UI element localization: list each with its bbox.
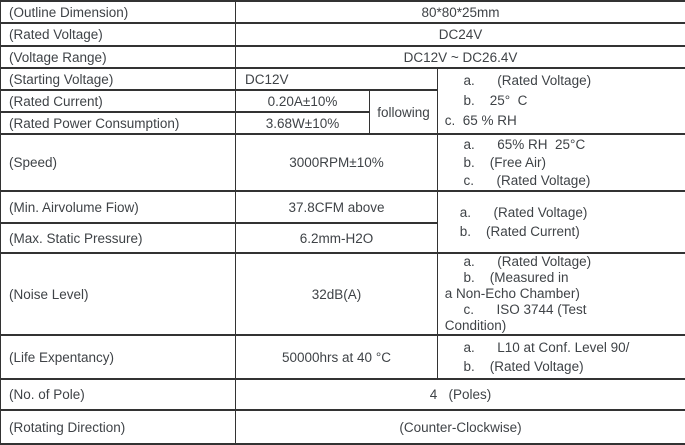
row-no-of-pole: (No. of Pole) 4 (Poles): [1, 379, 685, 410]
value-rated-voltage: DC24V: [236, 23, 685, 46]
notes-electrical-conditions: a. (Rated Voltage) b. 25° C c. 65 % RH: [438, 68, 685, 134]
row-rated-voltage: (Rated Voltage) DC24V: [1, 23, 685, 46]
notes-speed-conditions: a. 65% RH 25°C b. (Free Air) c. (Rated V…: [438, 134, 685, 191]
row-speed: (Speed) 3000RPM±10% a. 65% RH 25°C b. (F…: [1, 134, 685, 191]
value-max-static-pressure: 6.2mm-H2O: [236, 223, 438, 253]
label-no-of-pole: (No. of Pole): [1, 379, 236, 410]
row-noise-level: (Noise Level) 32dB(A) a. (Rated Voltage)…: [1, 253, 685, 335]
label-noise-level: (Noise Level): [1, 253, 236, 335]
value-speed: 3000RPM±10%: [236, 134, 438, 191]
value-noise-level: 32dB(A): [236, 253, 438, 335]
row-life-expectancy: (Life Expentancy) 50000hrs at 40 °C a. L…: [1, 335, 685, 379]
label-starting-voltage: (Starting Voltage): [1, 68, 236, 90]
row-outline-dimension: (Outline Dimension) 80*80*25mm: [1, 1, 685, 23]
label-rotating-direction: (Rotating Direction): [1, 410, 236, 444]
value-voltage-range: DC12V ~ DC26.4V: [236, 46, 685, 68]
label-speed: (Speed): [1, 134, 236, 191]
value-min-airvolume: 37.8CFM above: [236, 191, 438, 223]
notes-life-conditions: a. L10 at Conf. Level 90/ b. (Rated Volt…: [438, 335, 685, 379]
cell-following: following: [370, 90, 438, 134]
label-life-expectancy: (Life Expentancy): [1, 335, 236, 379]
value-no-of-pole: 4 (Poles): [236, 379, 685, 410]
row-rotating-direction: (Rotating Direction) (Counter-Clockwise): [1, 410, 685, 444]
value-outline-dimension: 80*80*25mm: [236, 1, 685, 23]
value-rated-current: 0.20A±10%: [236, 90, 370, 112]
label-rated-current: (Rated Current): [1, 90, 236, 112]
label-rated-voltage: (Rated Voltage): [1, 23, 236, 46]
value-life-expectancy: 50000hrs at 40 °C: [236, 335, 438, 379]
label-outline-dimension: (Outline Dimension): [1, 1, 236, 23]
value-rotating-direction: (Counter-Clockwise): [236, 410, 685, 444]
label-rated-power: (Rated Power Consumption): [1, 112, 236, 134]
notes-noise-conditions: a. (Rated Voltage) b. (Measured in a Non…: [438, 253, 685, 335]
row-starting-voltage: (Starting Voltage) DC12V a. (Rated Volta…: [1, 68, 685, 90]
row-min-airvolume: (Min. Airvolume Fiow) 37.8CFM above a. (…: [1, 191, 685, 223]
value-starting-voltage: DC12V: [236, 68, 438, 90]
label-max-static-pressure: (Max. Static Pressure): [1, 223, 236, 253]
label-voltage-range: (Voltage Range): [1, 46, 236, 68]
label-min-airvolume: (Min. Airvolume Fiow): [1, 191, 236, 223]
row-voltage-range: (Voltage Range) DC12V ~ DC26.4V: [1, 46, 685, 68]
value-rated-power: 3.68W±10%: [236, 112, 370, 134]
notes-airflow-conditions: a. (Rated Voltage) b. (Rated Current): [438, 191, 685, 253]
